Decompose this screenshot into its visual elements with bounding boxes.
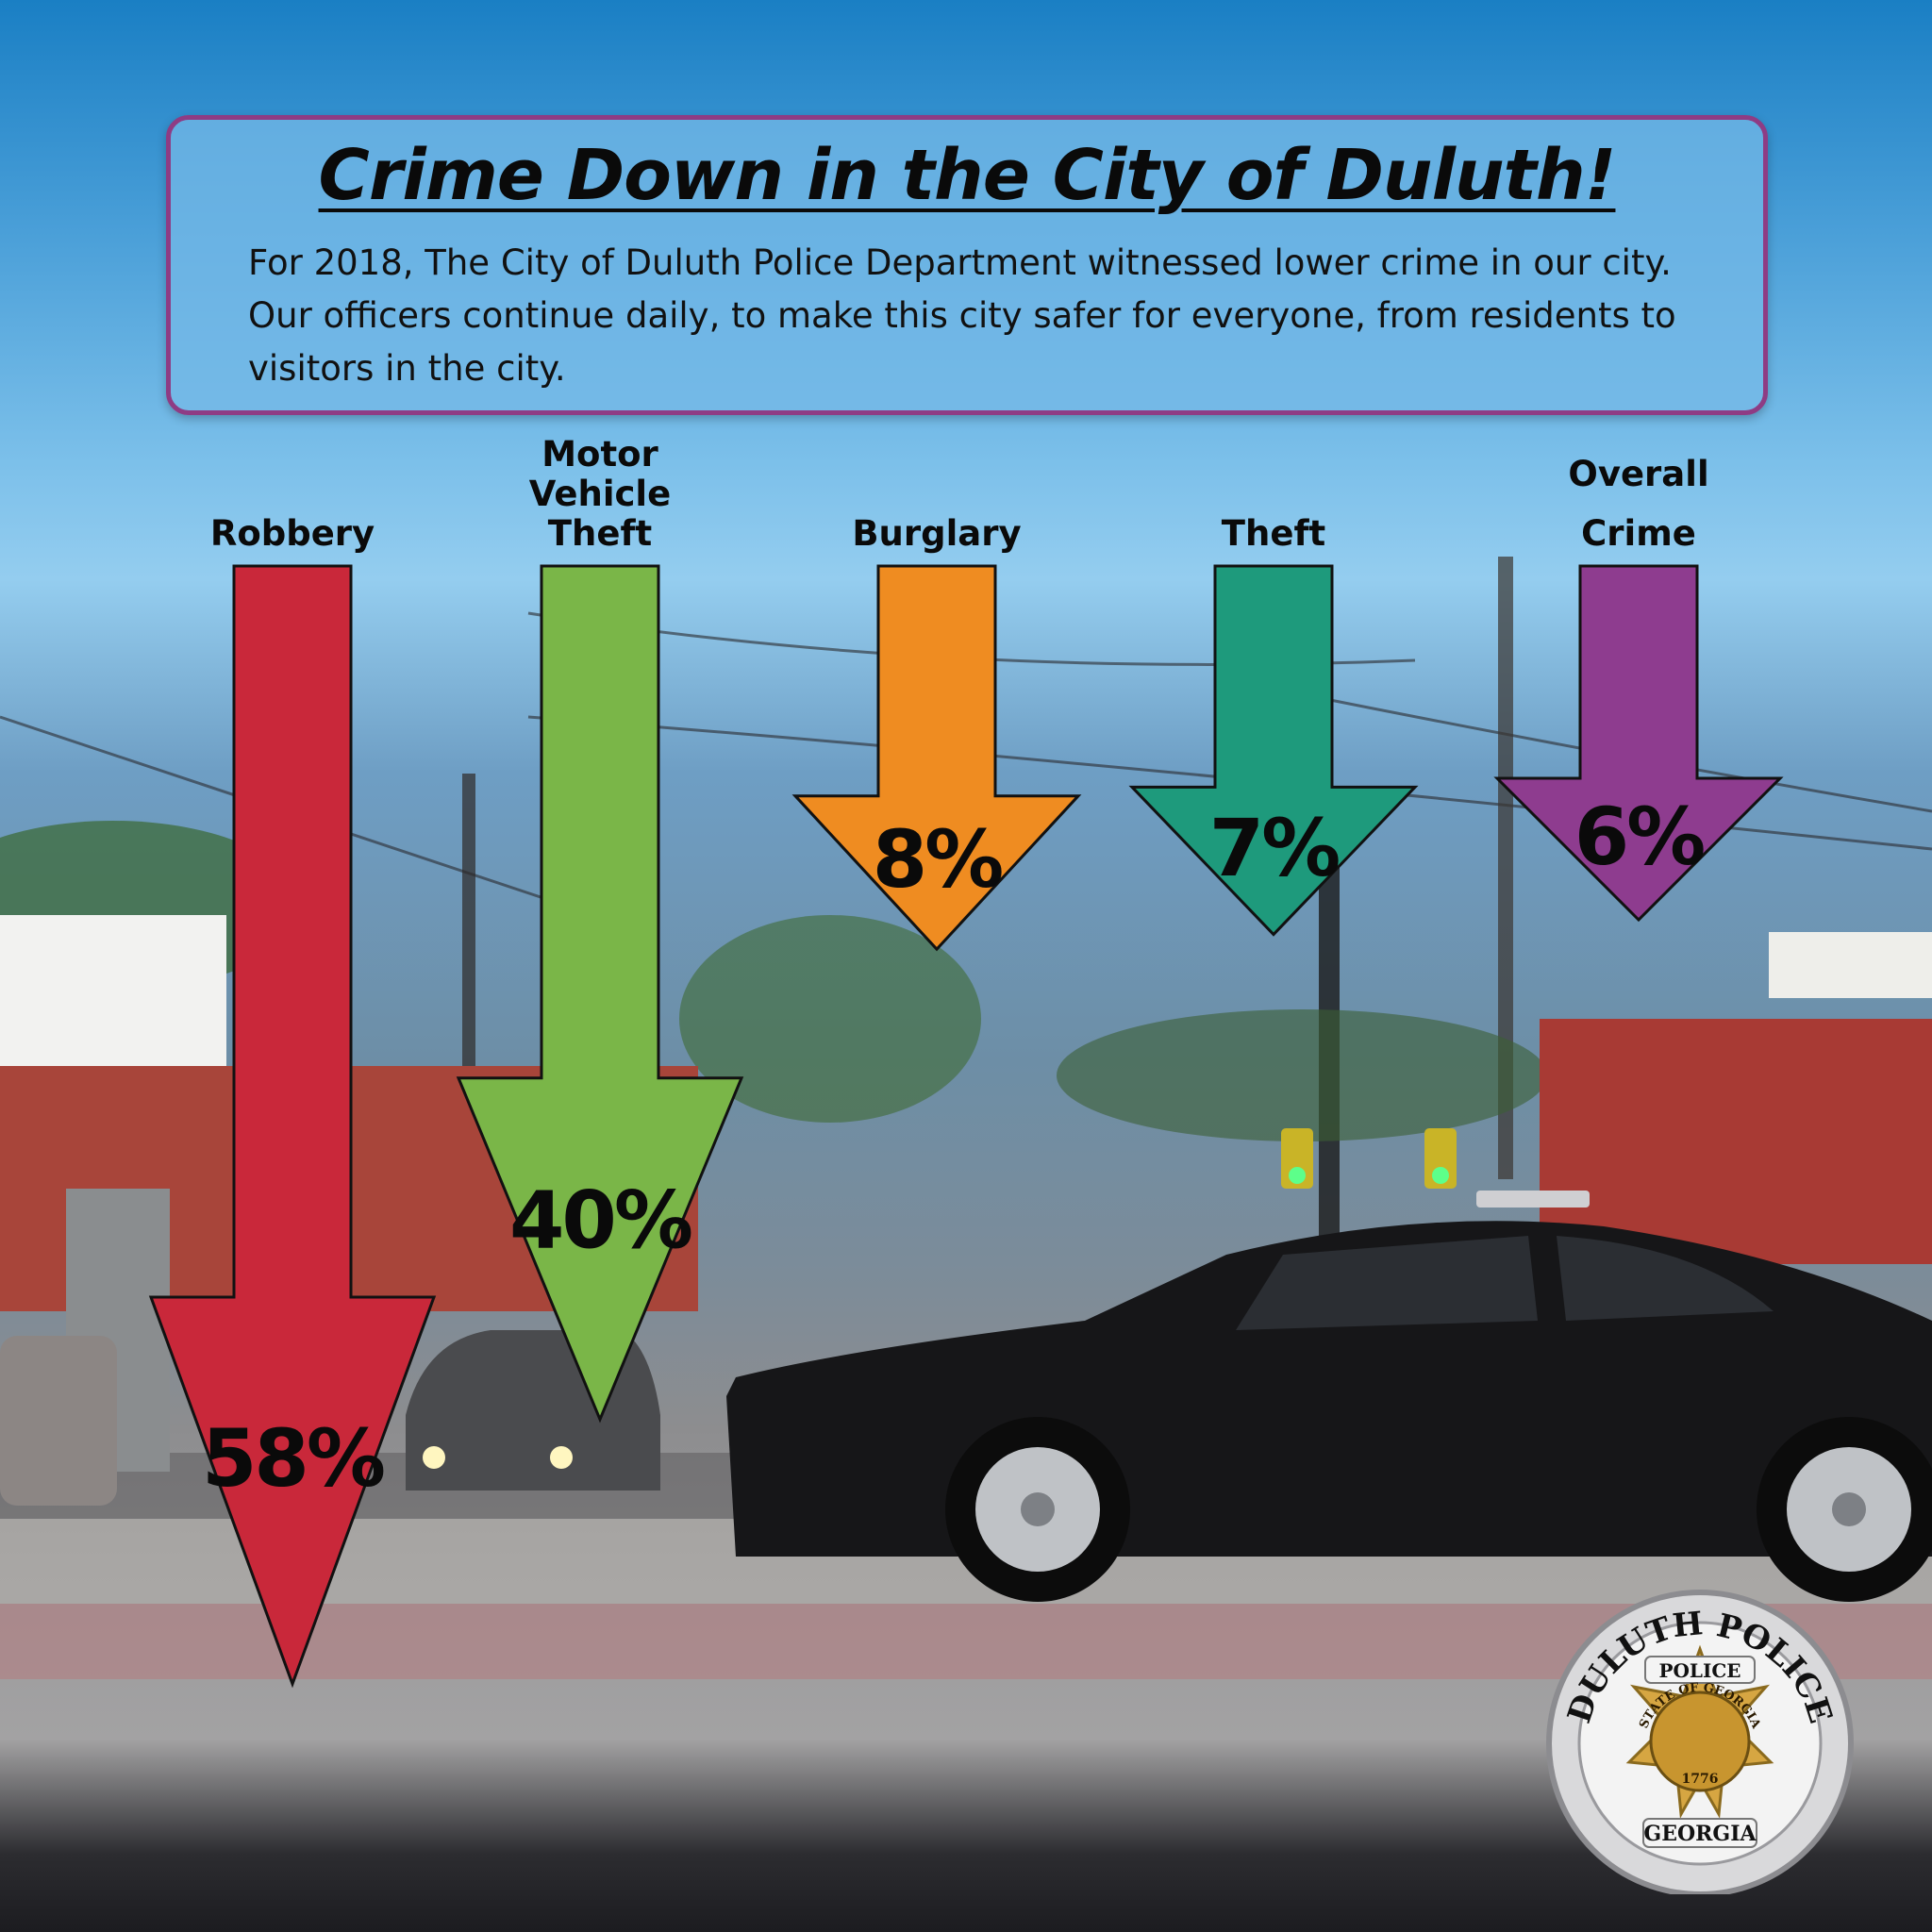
arrow-2 xyxy=(791,564,1082,952)
category-label-1: Vehicle xyxy=(529,474,671,514)
category-label-2: Burglary xyxy=(852,513,1021,554)
white-building xyxy=(0,915,226,1075)
arrow-3 xyxy=(1128,564,1419,937)
white-building-right xyxy=(1769,932,1932,998)
parked-car xyxy=(0,1336,117,1506)
badge-bottom-text: GEORGIA xyxy=(1643,1822,1757,1846)
headlight xyxy=(423,1446,445,1469)
value-label-1: 40% xyxy=(509,1174,691,1267)
traffic-light-green xyxy=(1289,1167,1306,1184)
value-label-2: 8% xyxy=(873,813,1002,906)
badge-ribbon xyxy=(1644,1656,1756,1684)
headlight xyxy=(550,1446,573,1469)
utility-pole xyxy=(1498,557,1513,1179)
headline: Crime Down in the City of Duluth! xyxy=(318,135,1617,216)
headline-panel: Crime Down in the City of Duluth! For 20… xyxy=(166,115,1768,415)
red-brick-building-right xyxy=(1540,1019,1932,1264)
value-label-3: 7% xyxy=(1209,802,1339,894)
utility-pole xyxy=(462,774,475,1075)
tree xyxy=(679,915,981,1123)
intro-paragraph: For 2018, The City of Duluth Police Depa… xyxy=(248,242,1676,389)
category-label-4: Overall xyxy=(1568,454,1708,494)
arrow-1 xyxy=(456,564,744,1424)
category-label-4: Crime xyxy=(1581,513,1696,554)
traffic-light-green xyxy=(1432,1167,1449,1184)
duluth-police-badge-logo: DULUTH POLICE POLICE STATE OF GEORGIA 17… xyxy=(1546,1590,1854,1894)
police-car xyxy=(726,1191,1932,1602)
category-label-0: Robbery xyxy=(210,513,375,554)
category-label-1: Motor xyxy=(541,434,658,475)
value-label-0: 58% xyxy=(202,1412,384,1505)
value-label-4: 6% xyxy=(1574,791,1704,883)
category-label-3: Theft xyxy=(1222,513,1325,554)
badge-bottom-ribbon xyxy=(1642,1818,1757,1848)
category-label-1: Theft xyxy=(548,513,652,554)
badge-seal xyxy=(1649,1690,1751,1792)
tree-line xyxy=(1057,1009,1547,1141)
arrow-4 xyxy=(1493,564,1784,923)
badge-year: 1776 xyxy=(1682,1772,1719,1787)
badge-ribbon-text: POLICE xyxy=(1658,1659,1740,1682)
arrow-0 xyxy=(148,564,437,1689)
